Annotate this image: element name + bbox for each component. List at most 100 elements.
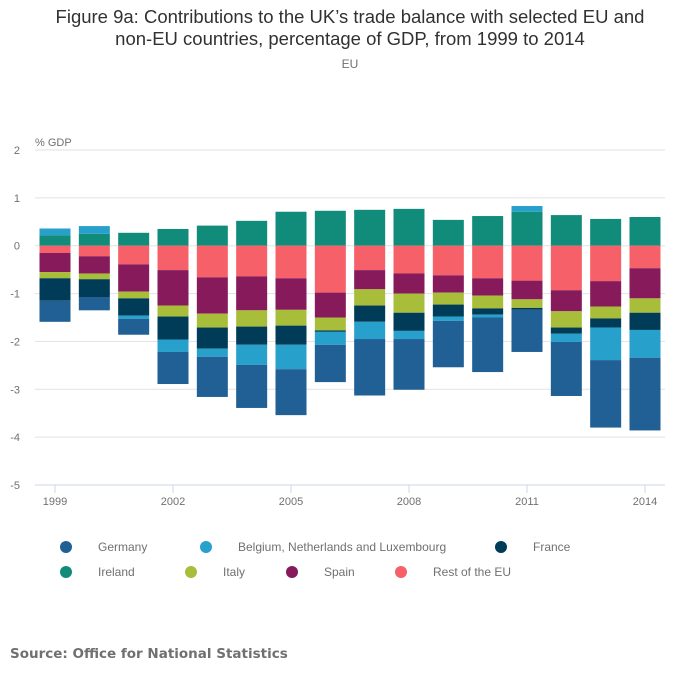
bar-segment-rest-of-the-eu[interactable] bbox=[39, 245, 71, 253]
bar-segment-rest-of-the-eu[interactable] bbox=[118, 245, 150, 265]
bar-segment-italy[interactable] bbox=[157, 305, 189, 317]
bar-segment-rest-of-the-eu[interactable] bbox=[196, 245, 228, 278]
bar-segment-rest-of-the-eu[interactable] bbox=[550, 245, 582, 291]
bar-segment-belgium-netherlands-and-luxembourg[interactable] bbox=[275, 344, 307, 370]
bar-segment-italy[interactable] bbox=[472, 295, 504, 309]
bar-segment-rest-of-the-eu[interactable] bbox=[393, 245, 425, 274]
bar-segment-france[interactable] bbox=[78, 279, 110, 298]
bar-segment-italy[interactable] bbox=[511, 299, 543, 308]
bar-segment-spain[interactable] bbox=[511, 280, 543, 300]
bar-segment-germany[interactable] bbox=[275, 369, 307, 416]
bar-segment-italy[interactable] bbox=[354, 289, 386, 306]
bar-segment-spain[interactable] bbox=[550, 290, 582, 312]
bar-segment-rest-of-the-eu[interactable] bbox=[472, 245, 504, 279]
bar-segment-ireland[interactable] bbox=[78, 233, 110, 246]
bar-segment-germany[interactable] bbox=[196, 356, 228, 397]
bar-segment-ireland[interactable] bbox=[236, 220, 268, 246]
bar-segment-france[interactable] bbox=[157, 316, 189, 340]
bar-segment-rest-of-the-eu[interactable] bbox=[275, 245, 307, 279]
bar-segment-rest-of-the-eu[interactable] bbox=[629, 245, 661, 269]
bar-segment-france[interactable] bbox=[432, 304, 464, 317]
bar-segment-italy[interactable] bbox=[550, 311, 582, 328]
bar-segment-france[interactable] bbox=[629, 312, 661, 330]
bar-segment-belgium-netherlands-and-luxembourg[interactable] bbox=[236, 344, 268, 365]
bar-segment-rest-of-the-eu[interactable] bbox=[354, 245, 386, 271]
bar-segment-ireland[interactable] bbox=[39, 235, 71, 246]
bar-segment-italy[interactable] bbox=[393, 293, 425, 313]
bar-segment-belgium-netherlands-and-luxembourg[interactable] bbox=[590, 327, 622, 361]
legend-item-spain[interactable]: Spain bbox=[286, 565, 355, 579]
legend-item-germany[interactable]: Germany bbox=[60, 540, 147, 554]
bar-segment-france[interactable] bbox=[511, 307, 543, 310]
bar-segment-italy[interactable] bbox=[78, 273, 110, 280]
bar-segment-rest-of-the-eu[interactable] bbox=[314, 245, 346, 293]
bar-segment-france[interactable] bbox=[196, 327, 228, 349]
bar-segment-ireland[interactable] bbox=[275, 211, 307, 246]
bar-segment-spain[interactable] bbox=[472, 278, 504, 296]
bar-segment-italy[interactable] bbox=[196, 313, 228, 328]
bar-segment-rest-of-the-eu[interactable] bbox=[236, 245, 268, 277]
legend-item-italy[interactable]: Italy bbox=[185, 565, 245, 579]
bar-segment-belgium-netherlands-and-luxembourg[interactable] bbox=[157, 339, 189, 352]
bar-segment-ireland[interactable] bbox=[590, 218, 622, 246]
bar-segment-belgium-netherlands-and-luxembourg[interactable] bbox=[39, 228, 71, 236]
bar-segment-france[interactable] bbox=[354, 305, 386, 322]
bar-segment-belgium-netherlands-and-luxembourg[interactable] bbox=[550, 333, 582, 342]
bar-segment-belgium-netherlands-and-luxembourg[interactable] bbox=[118, 315, 150, 319]
bar-segment-ireland[interactable] bbox=[354, 209, 386, 246]
bar-segment-spain[interactable] bbox=[314, 292, 346, 318]
bar-segment-spain[interactable] bbox=[629, 268, 661, 299]
bar-segment-spain[interactable] bbox=[275, 278, 307, 310]
bar-segment-ireland[interactable] bbox=[196, 225, 228, 246]
bar-segment-rest-of-the-eu[interactable] bbox=[78, 245, 110, 257]
bar-segment-spain[interactable] bbox=[432, 275, 464, 293]
bar-segment-rest-of-the-eu[interactable] bbox=[432, 245, 464, 276]
bar-segment-italy[interactable] bbox=[236, 310, 268, 327]
bar-segment-spain[interactable] bbox=[590, 281, 622, 307]
bar-segment-ireland[interactable] bbox=[432, 219, 464, 246]
bar-segment-italy[interactable] bbox=[39, 272, 71, 279]
legend-item-france[interactable]: France bbox=[495, 540, 570, 554]
bar-segment-spain[interactable] bbox=[196, 277, 228, 314]
bar-segment-ireland[interactable] bbox=[511, 211, 543, 246]
bar-segment-italy[interactable] bbox=[629, 298, 661, 313]
bar-segment-france[interactable] bbox=[118, 298, 150, 316]
bar-segment-spain[interactable] bbox=[236, 276, 268, 311]
bar-segment-germany[interactable] bbox=[118, 318, 150, 335]
bar-segment-germany[interactable] bbox=[157, 351, 189, 385]
bar-segment-germany[interactable] bbox=[511, 309, 543, 352]
bar-segment-france[interactable] bbox=[236, 326, 268, 345]
bar-segment-france[interactable] bbox=[39, 278, 71, 301]
legend-item-rest-of-the-eu[interactable]: Rest of the EU bbox=[395, 565, 511, 579]
legend-item-ireland[interactable]: Ireland bbox=[60, 565, 135, 579]
bar-segment-ireland[interactable] bbox=[629, 217, 661, 246]
bar-segment-ireland[interactable] bbox=[314, 210, 346, 246]
bar-segment-spain[interactable] bbox=[78, 256, 110, 274]
bar-segment-germany[interactable] bbox=[629, 357, 661, 431]
bar-segment-belgium-netherlands-and-luxembourg[interactable] bbox=[432, 316, 464, 321]
bar-segment-italy[interactable] bbox=[590, 306, 622, 319]
bar-segment-france[interactable] bbox=[393, 312, 425, 331]
bar-segment-spain[interactable] bbox=[39, 252, 71, 273]
bar-segment-ireland[interactable] bbox=[157, 228, 189, 246]
bar-segment-germany[interactable] bbox=[78, 297, 110, 311]
bar-segment-ireland[interactable] bbox=[550, 215, 582, 246]
bar-segment-belgium-netherlands-and-luxembourg[interactable] bbox=[393, 330, 425, 340]
bar-segment-germany[interactable] bbox=[432, 320, 464, 368]
bar-segment-ireland[interactable] bbox=[472, 216, 504, 246]
bar-segment-spain[interactable] bbox=[118, 264, 150, 292]
bar-segment-france[interactable] bbox=[472, 308, 504, 315]
bar-segment-belgium-netherlands-and-luxembourg[interactable] bbox=[354, 321, 386, 340]
bar-segment-spain[interactable] bbox=[157, 270, 189, 306]
bar-segment-france[interactable] bbox=[275, 325, 307, 345]
bar-segment-belgium-netherlands-and-luxembourg[interactable] bbox=[472, 314, 504, 318]
bar-segment-belgium-netherlands-and-luxembourg[interactable] bbox=[511, 205, 543, 212]
bar-segment-ireland[interactable] bbox=[118, 232, 150, 246]
bar-segment-italy[interactable] bbox=[432, 292, 464, 305]
bar-segment-belgium-netherlands-and-luxembourg[interactable] bbox=[196, 348, 228, 357]
bar-segment-rest-of-the-eu[interactable] bbox=[590, 245, 622, 282]
bar-segment-belgium-netherlands-and-luxembourg[interactable] bbox=[314, 331, 346, 345]
bar-segment-france[interactable] bbox=[314, 330, 346, 332]
bar-segment-germany[interactable] bbox=[236, 364, 268, 408]
bar-segment-spain[interactable] bbox=[354, 270, 386, 290]
